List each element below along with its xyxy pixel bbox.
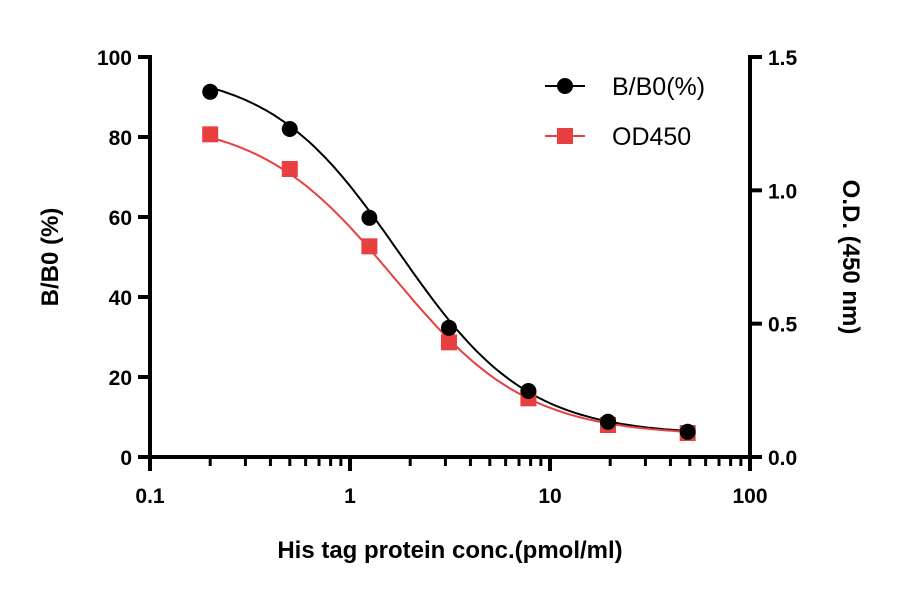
data-point-square (281, 161, 298, 177)
data-point-circle (679, 423, 696, 440)
legend-label: OD450 (612, 123, 691, 151)
legend: B/B0(%) OD450 (545, 73, 705, 151)
fit-curve-1 (209, 136, 688, 433)
legend-marker-circle (557, 78, 573, 94)
y-tick-label: 100 (97, 47, 132, 70)
data-point-square (202, 126, 219, 143)
y2-tick-label: 0.5 (768, 314, 798, 337)
x-axis-title: His tag protein conc.(pmol/ml) (277, 537, 622, 564)
data-point-circle (361, 209, 378, 226)
data-point-square (361, 238, 378, 255)
y-axis-title: B/B0 (%) (37, 208, 64, 307)
y2-tick-label: 0.0 (768, 447, 797, 470)
x-tick-label: 0.1 (135, 485, 165, 508)
data-point-square (440, 334, 457, 351)
x-tick-label: 10 (538, 485, 561, 508)
x-tick-label: 100 (732, 485, 767, 508)
y-tick-label: 40 (109, 287, 132, 310)
y-tick-label: 20 (109, 367, 132, 390)
y-tick-label: 60 (109, 207, 132, 230)
data-point-circle (600, 413, 617, 430)
y-tick-label: 0 (120, 447, 132, 470)
y2-tick-label: 1.5 (768, 47, 798, 70)
data-point-circle (440, 319, 457, 336)
legend-marker-square (557, 128, 573, 144)
y-tick-label: 80 (109, 127, 132, 150)
data-point-circle (520, 383, 537, 399)
y2-tick-label: 1.0 (768, 180, 797, 203)
data-point-circle (281, 121, 298, 137)
legend-label: B/B0(%) (612, 73, 705, 101)
x-tick-label: 1 (344, 485, 356, 508)
y2-axis-title: O.D. (450 nm) (837, 180, 864, 335)
data-point-circle (202, 83, 219, 100)
